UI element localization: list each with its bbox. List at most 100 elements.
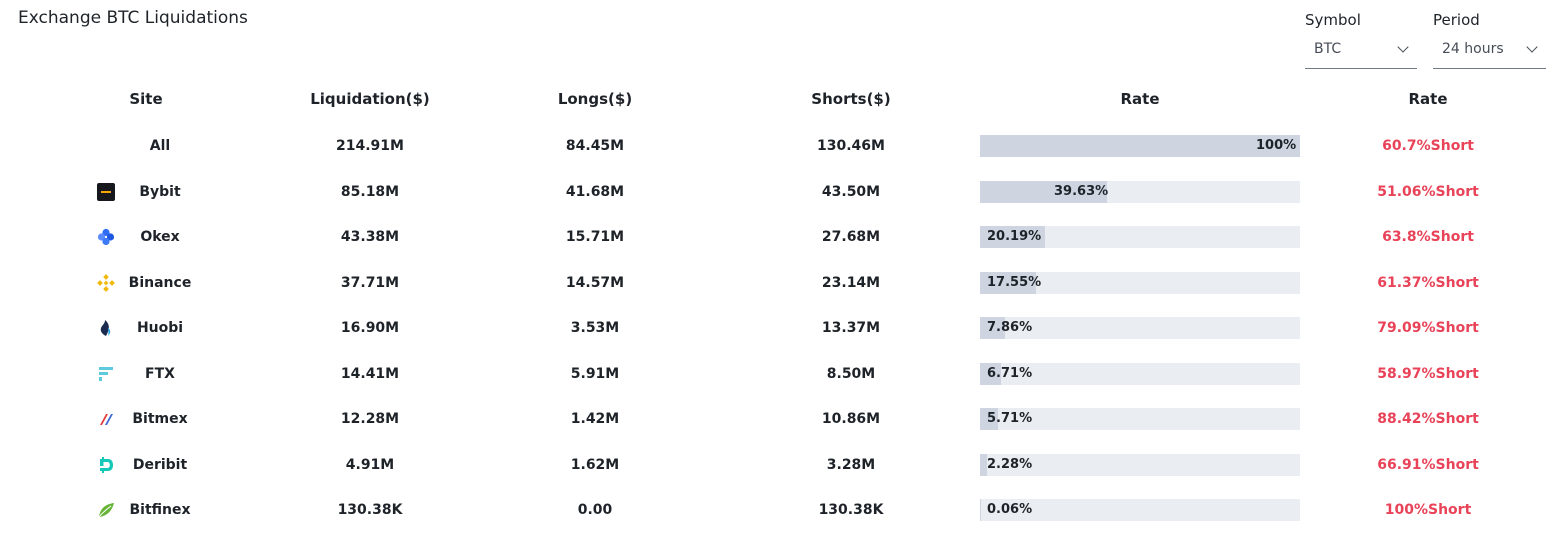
share-bar-fill	[980, 363, 1001, 385]
symbol-label: Symbol	[1305, 11, 1361, 29]
table-header: Site Liquidation($) Longs($) Shorts($) R…	[0, 90, 1556, 112]
chevron-down-icon	[1397, 41, 1409, 53]
shorts-value: 130.46M	[817, 138, 885, 154]
short-rate: 61.37%Short	[1377, 275, 1479, 291]
table-row[interactable]: Okex 43.38M 15.71M 27.68M 20.19% 63.8%Short	[0, 225, 1556, 249]
share-percent: 5.71%	[987, 411, 1033, 426]
site-name[interactable]: FTX	[145, 366, 175, 382]
column-header-site[interactable]: Site	[129, 90, 163, 108]
short-rate: 51.06%Short	[1377, 184, 1479, 200]
site-name[interactable]: Bitmex	[132, 411, 188, 427]
short-rate: 58.97%Short	[1377, 366, 1479, 382]
short-rate: 66.91%Short	[1377, 457, 1479, 473]
shorts-value: 13.37M	[821, 320, 881, 336]
share-bar: 5.71%	[980, 408, 1300, 430]
liquidation-value: 43.38M	[340, 229, 400, 245]
share-bar: 7.86%	[980, 317, 1300, 339]
symbol-value: BTC	[1314, 41, 1342, 57]
page-title: Exchange BTC Liquidations	[18, 8, 248, 28]
liquidation-value: 4.91M	[345, 457, 395, 473]
longs-value: 5.91M	[570, 366, 620, 382]
short-rate: 63.8%Short	[1382, 229, 1474, 245]
longs-value: 1.62M	[570, 457, 620, 473]
site-name[interactable]: Deribit	[132, 457, 188, 473]
column-header-shorts[interactable]: Shorts($)	[811, 90, 891, 108]
site-name[interactable]: Huobi	[136, 320, 184, 336]
shorts-value: 43.50M	[821, 184, 881, 200]
column-header-share-rate[interactable]: Rate	[1120, 90, 1160, 108]
share-bar-fill	[980, 135, 1300, 157]
column-header-longs[interactable]: Longs($)	[557, 90, 633, 108]
longs-value: 15.71M	[565, 229, 625, 245]
site-name[interactable]: All	[149, 138, 171, 154]
share-percent: 17.55%	[987, 275, 1042, 290]
share-bar: 20.19%	[980, 226, 1300, 248]
longs-value: 14.57M	[565, 275, 625, 291]
symbol-filter: Symbol BTC	[1305, 10, 1417, 69]
site-name[interactable]: Binance	[128, 275, 192, 291]
liquidation-value: 14.41M	[340, 366, 400, 382]
symbol-select[interactable]: BTC	[1305, 36, 1417, 69]
liquidation-value: 130.38K	[337, 502, 403, 518]
table-row[interactable]: Bitfinex 130.38K 0.00 130.38K 0.06% 100%Sho…	[0, 498, 1556, 522]
short-rate: 88.42%Short	[1377, 411, 1479, 427]
period-filter: Period 24 hours	[1433, 10, 1546, 69]
huobi-logo-icon	[97, 319, 115, 337]
table-row[interactable]: Bitmex 12.28M 1.42M 10.86M 5.71% 88.42%Shor…	[0, 407, 1556, 431]
share-bar: 17.55%	[980, 272, 1300, 294]
longs-value: 41.68M	[565, 184, 625, 200]
shorts-value: 130.38K	[818, 502, 884, 518]
share-bar-fill	[980, 499, 981, 521]
site-name[interactable]: Okex	[140, 229, 180, 245]
site-name[interactable]: Bitfinex	[129, 502, 191, 518]
liquidation-value: 12.28M	[340, 411, 400, 427]
shorts-value: 10.86M	[821, 411, 881, 427]
share-percent: 7.86%	[987, 320, 1033, 335]
table-row[interactable]: All 214.91M 84.45M 130.46M 100% 60.7%Short	[0, 134, 1556, 158]
share-percent: 20.19%	[987, 229, 1042, 244]
liquidation-value: 214.91M	[336, 138, 404, 154]
share-bar: 0.06%	[980, 499, 1300, 521]
binance-logo-icon	[97, 274, 115, 292]
okex-logo-icon	[97, 228, 115, 246]
liquidation-value: 85.18M	[340, 184, 400, 200]
chevron-down-icon	[1526, 41, 1538, 53]
share-bar: 100%	[980, 135, 1300, 157]
shorts-value: 8.50M	[826, 366, 876, 382]
table-row[interactable]: Bybit 85.18M 41.68M 43.50M 39.63% 51.06%Sho…	[0, 180, 1556, 204]
table-row[interactable]: FTX 14.41M 5.91M 8.50M 6.71% 58.97%Short	[0, 362, 1556, 386]
liquidation-value: 16.90M	[340, 320, 400, 336]
share-bar: 2.28%	[980, 454, 1300, 476]
shorts-value: 27.68M	[821, 229, 881, 245]
bybit-logo-icon	[97, 183, 115, 201]
table-row[interactable]: Binance 37.71M 14.57M 23.14M 17.55% 61.37%S…	[0, 271, 1556, 295]
shorts-value: 23.14M	[821, 275, 881, 291]
short-rate: 79.09%Short	[1377, 320, 1479, 336]
share-bar: 6.71%	[980, 363, 1300, 385]
share-bar-fill	[980, 181, 1107, 203]
longs-value: 3.53M	[570, 320, 620, 336]
share-percent: 39.63%	[1054, 184, 1109, 199]
longs-value: 84.45M	[565, 138, 625, 154]
period-select[interactable]: 24 hours	[1433, 36, 1546, 69]
bitfinex-logo-icon	[97, 501, 115, 519]
table-row[interactable]: Huobi 16.90M 3.53M 13.37M 7.86% 79.09%Short	[0, 316, 1556, 340]
longs-value: 1.42M	[570, 411, 620, 427]
period-label: Period	[1433, 11, 1480, 29]
share-percent: 6.71%	[987, 366, 1033, 381]
share-bar-fill	[980, 317, 1005, 339]
short-rate: 100%Short	[1384, 502, 1472, 518]
share-percent: 0.06%	[987, 502, 1033, 517]
share-bar: 39.63%	[980, 181, 1300, 203]
short-rate: 60.7%Short	[1382, 138, 1474, 154]
share-bar-fill	[980, 454, 987, 476]
bitmex-logo-icon	[97, 410, 115, 428]
site-name[interactable]: Bybit	[139, 184, 181, 200]
column-header-liquidation[interactable]: Liquidation($)	[310, 90, 430, 108]
share-percent: 2.28%	[987, 457, 1033, 472]
shorts-value: 3.28M	[826, 457, 876, 473]
table-row[interactable]: Deribit 4.91M 1.62M 3.28M 2.28% 66.91%Short	[0, 453, 1556, 477]
ftx-logo-icon	[97, 365, 115, 383]
deribit-logo-icon	[97, 456, 115, 474]
column-header-short-rate[interactable]: Rate	[1408, 90, 1448, 108]
